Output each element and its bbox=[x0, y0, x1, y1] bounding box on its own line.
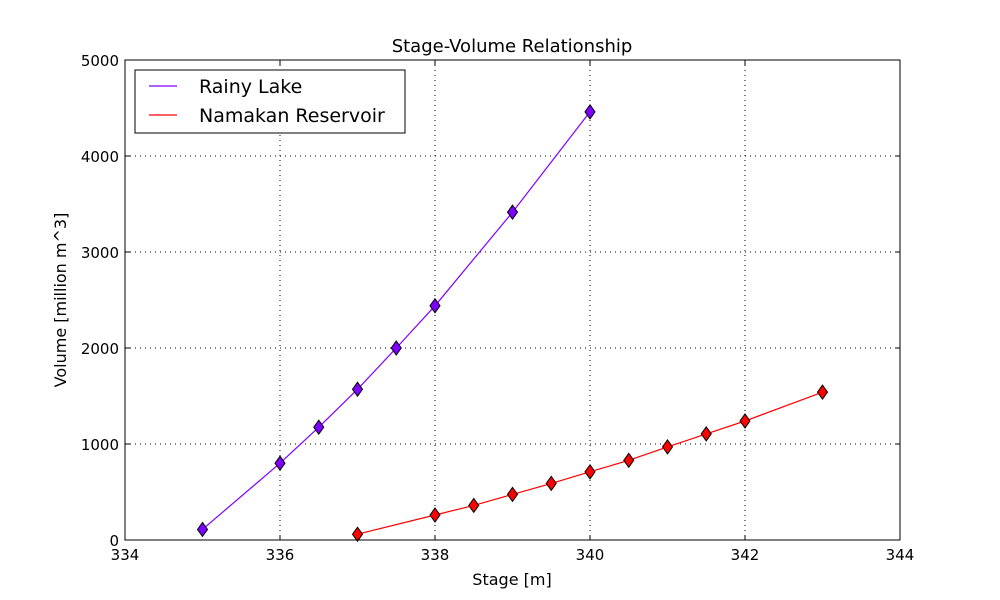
data-point-rainy-lake bbox=[351, 381, 364, 398]
tick-layer: 334 336 338 340 342 344 0 1000 2000 3000 4000 5000 bbox=[81, 52, 915, 564]
x-tick-label: 344 bbox=[886, 546, 915, 564]
legend-label-rainy-lake: Rainy Lake bbox=[199, 76, 302, 98]
y-tick-label: 5000 bbox=[81, 52, 119, 70]
y-axis-label: Volume [million m^3] bbox=[51, 213, 70, 388]
data-point-rainy-lake bbox=[196, 521, 209, 538]
data-point-namakan-reservoir bbox=[545, 475, 557, 492]
data-point-namakan-reservoir bbox=[584, 463, 596, 480]
y-tick-label: 1000 bbox=[81, 436, 119, 454]
data-point-namakan-reservoir bbox=[351, 526, 364, 543]
data-point-namakan-reservoir bbox=[739, 413, 751, 429]
plot-frame bbox=[124, 59, 901, 541]
x-tick-label: 336 bbox=[266, 546, 295, 564]
data-point-rainy-lake bbox=[584, 103, 596, 120]
data-point-rainy-lake bbox=[390, 340, 402, 356]
data-point-namakan-reservoir bbox=[700, 426, 712, 442]
data-point-rainy-lake bbox=[274, 455, 286, 472]
y-tick-label: 4000 bbox=[81, 148, 119, 166]
y-tick-label: 0 bbox=[109, 532, 119, 550]
data-point-rainy-lake bbox=[429, 297, 441, 314]
legend-box bbox=[134, 69, 406, 134]
x-tick-label: 334 bbox=[111, 546, 140, 564]
series-line-namakan-reservoir bbox=[357, 391, 823, 535]
data-point-namakan-reservoir bbox=[468, 497, 480, 514]
series-layer bbox=[196, 103, 829, 543]
data-point-namakan-reservoir bbox=[429, 507, 441, 523]
series-line-rainy-lake bbox=[202, 111, 591, 530]
data-point-rainy-lake bbox=[313, 419, 325, 436]
legend-label-namakan-reservoir: Namakan Reservoir bbox=[199, 105, 385, 127]
data-point-namakan-reservoir bbox=[661, 439, 674, 455]
chart-title: Stage-Volume Relationship bbox=[392, 36, 633, 57]
y-tick-label: 2000 bbox=[81, 340, 119, 358]
data-point-namakan-reservoir bbox=[816, 384, 829, 401]
x-tick-label: 342 bbox=[731, 546, 760, 564]
legend: Rainy Lake Namakan Reservoir bbox=[134, 69, 406, 134]
x-axis-label: Stage [m] bbox=[472, 570, 551, 589]
y-tick-label: 3000 bbox=[81, 244, 119, 262]
data-point-rainy-lake bbox=[506, 204, 519, 221]
x-tick-label: 340 bbox=[576, 546, 605, 564]
data-point-namakan-reservoir bbox=[506, 486, 519, 503]
data-point-namakan-reservoir bbox=[623, 452, 635, 469]
x-tick-label: 338 bbox=[421, 546, 450, 564]
